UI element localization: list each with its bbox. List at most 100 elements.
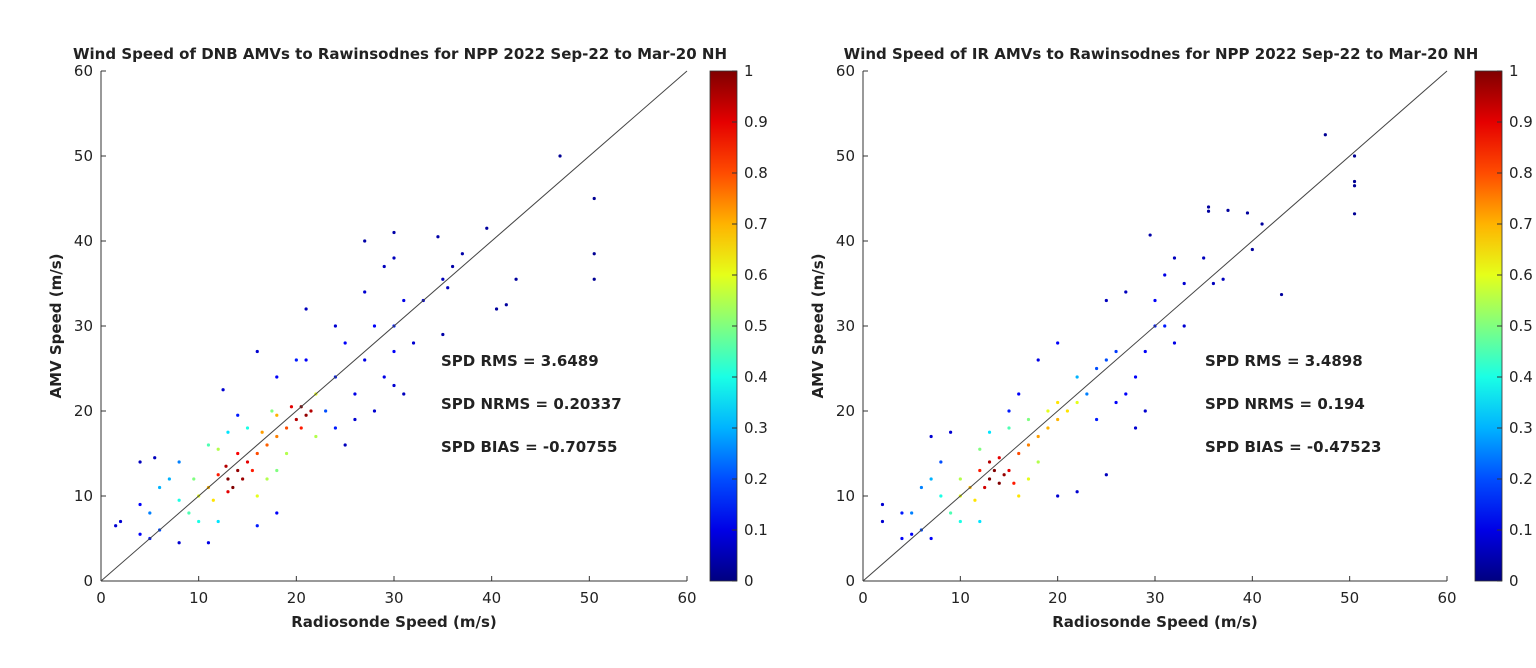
- data-point: [1085, 392, 1089, 396]
- data-point: [284, 426, 289, 430]
- data-point: [206, 443, 211, 447]
- x-axis-label: Radiosonde Speed (m/s): [291, 613, 497, 631]
- data-point: [1352, 212, 1357, 216]
- y-tick-label: 10: [74, 487, 93, 505]
- data-point: [1114, 349, 1118, 354]
- data-point: [236, 413, 240, 417]
- data-point: [1352, 184, 1357, 188]
- colorbar-tick-label: 0.7: [1509, 215, 1533, 233]
- data-point: [1260, 222, 1264, 226]
- data-point: [1124, 290, 1128, 294]
- data-point: [402, 392, 406, 396]
- x-tick-label: 30: [384, 589, 403, 607]
- chart-title: Wind Speed of IR AMVs to Rawinsodnes for…: [844, 45, 1479, 63]
- data-point: [900, 511, 904, 515]
- colorbar-tick-label: 0.4: [1509, 368, 1533, 386]
- data-point: [1206, 205, 1211, 209]
- data-point: [294, 417, 298, 422]
- chart-panel-0: Wind Speed of DNB AMVs to Rawinsodnes fo…: [47, 45, 768, 631]
- data-point: [910, 532, 914, 536]
- y-tick-label: 40: [836, 232, 855, 250]
- data-point: [929, 434, 933, 439]
- x-tick-label: 10: [951, 589, 970, 607]
- data-point: [1036, 460, 1040, 464]
- colorbar-tick-label: 0.5: [1509, 317, 1533, 335]
- data-point: [1114, 400, 1118, 405]
- data-point: [1352, 179, 1357, 184]
- data-point: [910, 511, 914, 515]
- data-point: [1104, 473, 1108, 477]
- data-point: [216, 447, 220, 451]
- data-point: [451, 264, 455, 269]
- data-point: [958, 519, 962, 524]
- data-point: [1075, 490, 1079, 494]
- data-point: [987, 430, 992, 434]
- data-point: [236, 451, 240, 456]
- data-point: [1153, 298, 1157, 303]
- data-point: [1211, 281, 1215, 286]
- data-point: [1036, 358, 1040, 362]
- data-point: [333, 324, 337, 328]
- colorbar-tick-label: 0.1: [1509, 521, 1533, 539]
- data-point: [436, 235, 440, 239]
- data-point: [460, 252, 464, 256]
- x-tick-label: 40: [1243, 589, 1262, 607]
- data-point: [304, 413, 308, 417]
- data-point: [949, 430, 953, 434]
- data-point: [1163, 273, 1167, 277]
- data-point: [1163, 324, 1167, 328]
- data-point: [1026, 477, 1031, 481]
- data-point: [284, 451, 289, 456]
- data-point: [167, 477, 171, 481]
- y-tick-label: 30: [74, 317, 93, 335]
- data-point: [929, 536, 933, 541]
- y-axis-label: AMV Speed (m/s): [47, 254, 65, 399]
- x-tick-label: 50: [580, 589, 599, 607]
- data-point: [1172, 256, 1177, 260]
- data-point: [1065, 409, 1069, 413]
- colorbar-tick-label: 0.7: [744, 215, 768, 233]
- data-point: [304, 307, 308, 311]
- data-point: [1148, 233, 1152, 237]
- data-point: [1133, 426, 1138, 430]
- data-point: [226, 430, 230, 434]
- data-point: [392, 230, 396, 235]
- data-point: [275, 468, 279, 473]
- data-point: [1017, 392, 1021, 396]
- data-point: [1046, 409, 1050, 413]
- data-point: [138, 532, 142, 536]
- data-point: [1352, 154, 1357, 158]
- data-point: [343, 443, 347, 447]
- data-point: [324, 409, 328, 413]
- data-point: [1172, 341, 1177, 345]
- data-point: [592, 252, 596, 256]
- stat-label: SPD RMS = 3.6489: [441, 352, 599, 370]
- data-point: [372, 324, 377, 328]
- data-point: [392, 383, 396, 388]
- data-point: [372, 409, 377, 413]
- y-tick-label: 20: [836, 402, 855, 420]
- chart-panel-1: Wind Speed of IR AMVs to Rawinsodnes for…: [809, 45, 1533, 631]
- data-point: [236, 468, 240, 473]
- colorbar-tick-label: 0.2: [1509, 470, 1533, 488]
- data-point: [1017, 451, 1021, 456]
- data-point: [987, 477, 992, 481]
- data-point: [997, 456, 1001, 460]
- colorbar-tick-label: 0.8: [1509, 164, 1533, 182]
- data-point: [294, 358, 298, 362]
- y-tick-label: 60: [836, 62, 855, 80]
- data-point: [177, 460, 181, 464]
- colorbar-tick-label: 0.3: [744, 419, 768, 437]
- data-point: [197, 519, 201, 524]
- reference-line: [862, 70, 1448, 582]
- colorbar-tick-label: 0.1: [744, 521, 768, 539]
- data-point: [1075, 375, 1079, 379]
- data-point: [148, 511, 152, 515]
- data-point: [1007, 426, 1011, 430]
- y-tick-label: 0: [845, 572, 855, 590]
- data-point: [226, 490, 230, 494]
- data-point: [1124, 392, 1128, 396]
- stat-label: SPD RMS = 3.4898: [1205, 352, 1363, 370]
- data-point: [289, 405, 294, 409]
- colorbar-tick-label: 0.4: [744, 368, 768, 386]
